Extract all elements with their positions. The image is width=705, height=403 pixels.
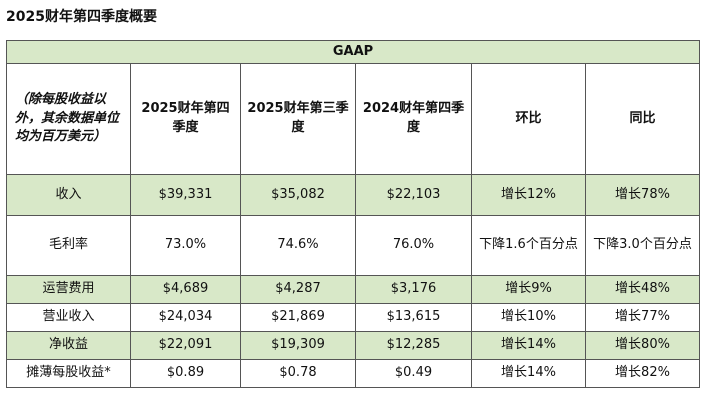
table-cell: $22,103 <box>355 174 472 216</box>
table-cell: 下降3.0个百分点 <box>584 215 701 276</box>
column-header: 同比 <box>584 63 701 175</box>
metric-label: 摊薄每股收益* <box>6 359 131 388</box>
table-cell: $24,034 <box>130 303 241 332</box>
table-cell: $21,869 <box>240 303 356 332</box>
column-header: 2025财年第三季度 <box>240 63 356 175</box>
metric-label: 净收益 <box>6 331 131 360</box>
page-title: 2025财年第四季度概要 <box>6 9 157 25</box>
column-header-row: （除每股收益以外，其余数据单位均为百万美元） 2025财年第四季度 2025财年… <box>6 63 701 175</box>
table-cell: $4,287 <box>240 275 356 304</box>
table-cell: $19,309 <box>240 331 356 360</box>
table-cell: 增长14% <box>471 359 586 388</box>
table-cell: 增长48% <box>584 275 701 304</box>
table-cell: 增长12% <box>471 174 586 216</box>
gaap-header-row: GAAP <box>5 40 701 64</box>
table-row: 摊薄每股收益* $0.89 $0.78 $0.49 增长14% 增长82% <box>6 359 701 388</box>
table-cell: $0.89 <box>130 359 241 388</box>
table-cell: 74.6% <box>240 215 356 276</box>
table-cell: 增长14% <box>471 331 586 360</box>
table-row: 收入 $39,331 $35,082 $22,103 增长12% 增长78% <box>6 174 701 216</box>
column-header: 环比 <box>471 63 586 175</box>
table-row: 运营费用 $4,689 $4,287 $3,176 增长9% 增长48% <box>6 275 701 304</box>
table-cell: $3,176 <box>355 275 472 304</box>
table-cell: 增长82% <box>584 359 701 388</box>
table-cell: 增长10% <box>471 303 586 332</box>
table-cell: $0.49 <box>355 359 472 388</box>
table-cell: 73.0% <box>130 215 241 276</box>
table-cell: 增长9% <box>471 275 586 304</box>
table-cell: 下降1.6个百分点 <box>471 215 586 276</box>
table-cell: $22,091 <box>130 331 241 360</box>
table-cell: 增长80% <box>584 331 701 360</box>
metric-label: 毛利率 <box>6 215 131 276</box>
table-cell: $0.78 <box>240 359 356 388</box>
table-row: 营业收入 $24,034 $21,869 $13,615 增长10% 增长77% <box>6 303 701 332</box>
table-cell: 增长77% <box>584 303 701 332</box>
table-row: 毛利率 73.0% 74.6% 76.0% 下降1.6个百分点 下降3.0个百分… <box>6 215 701 276</box>
metric-label: 收入 <box>6 174 131 216</box>
table-cell: $39,331 <box>130 174 241 216</box>
table-row: 净收益 $22,091 $19,309 $12,285 增长14% 增长80% <box>6 331 701 360</box>
table-cell: $12,285 <box>355 331 472 360</box>
table-cell: 增长78% <box>584 174 701 216</box>
column-header: 2025财年第四季度 <box>130 63 241 175</box>
gaap-label: GAAP <box>5 40 701 64</box>
table-cell: $13,615 <box>355 303 472 332</box>
metric-label: 营业收入 <box>6 303 131 332</box>
gaap-summary-table: GAAP （除每股收益以外，其余数据单位均为百万美元） 2025财年第四季度 2… <box>5 40 701 388</box>
column-header: 2024财年第四季度 <box>355 63 472 175</box>
table-cell: $4,689 <box>130 275 241 304</box>
unit-note-header: （除每股收益以外，其余数据单位均为百万美元） <box>6 63 131 175</box>
metric-label: 运营费用 <box>6 275 131 304</box>
table-cell: 76.0% <box>355 215 472 276</box>
table-cell: $35,082 <box>240 174 356 216</box>
